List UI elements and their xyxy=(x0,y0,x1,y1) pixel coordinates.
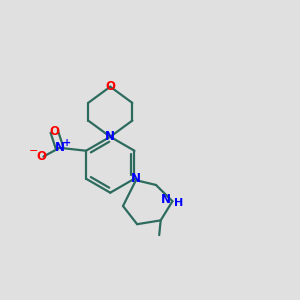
Text: N: N xyxy=(105,130,115,143)
Text: N: N xyxy=(131,172,141,185)
Text: O: O xyxy=(105,80,115,93)
Text: O: O xyxy=(49,125,59,138)
Text: O: O xyxy=(37,150,47,163)
Text: N: N xyxy=(161,193,171,206)
Text: H: H xyxy=(174,198,184,208)
Text: −: − xyxy=(29,146,38,156)
Text: N: N xyxy=(55,141,64,154)
Text: +: + xyxy=(63,138,71,148)
